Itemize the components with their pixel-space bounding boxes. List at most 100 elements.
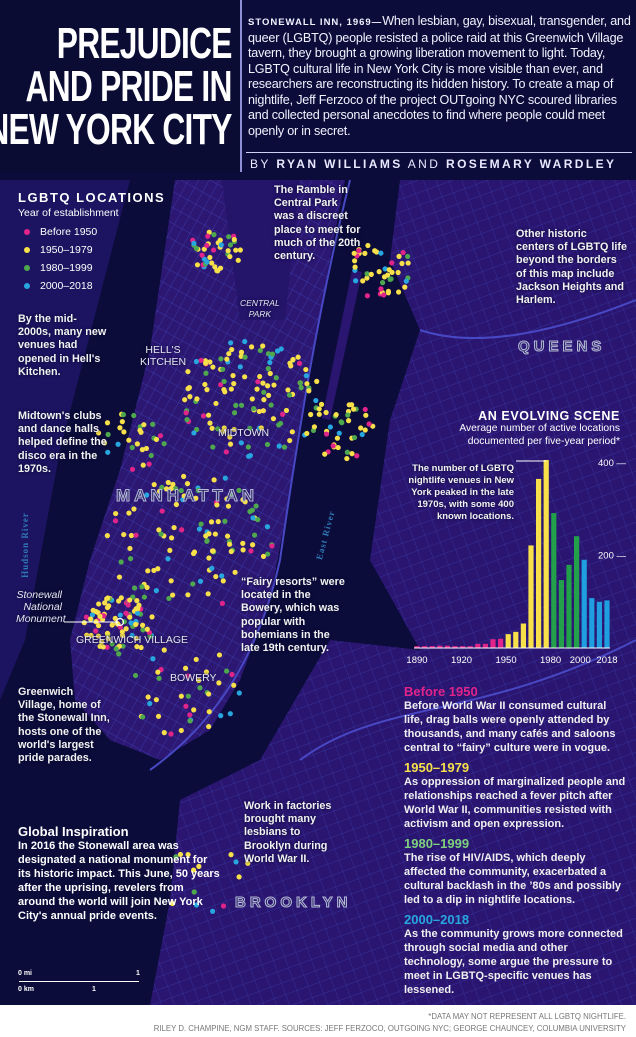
venue-dot bbox=[89, 612, 96, 618]
venue-dot bbox=[190, 550, 197, 557]
venue-dot bbox=[106, 603, 112, 609]
scale-line bbox=[19, 981, 139, 982]
venue-dot bbox=[205, 412, 212, 418]
venue-dot bbox=[222, 475, 228, 481]
chart-bar bbox=[589, 598, 595, 648]
hells-kitchen-note: By the mid-2000s, many new venues had op… bbox=[18, 313, 108, 379]
venue-dot bbox=[207, 254, 213, 261]
hells-kitchen-label: HELL'S KITCHEN bbox=[140, 344, 186, 368]
label-line: National bbox=[23, 601, 62, 613]
venue-dot bbox=[287, 360, 293, 366]
ramble-note: The Ramble in Central Park was a discreet … bbox=[274, 184, 362, 263]
venue-dot bbox=[281, 444, 288, 450]
venue-dot bbox=[153, 436, 160, 443]
venue-dot bbox=[254, 386, 260, 392]
chart-bar bbox=[460, 646, 466, 648]
venue-dot bbox=[190, 581, 196, 587]
note-bold: Bowery bbox=[241, 602, 280, 615]
venue-dot bbox=[240, 540, 246, 546]
x-tick-label: 1980 bbox=[540, 655, 561, 666]
venue-dot bbox=[206, 709, 212, 715]
venue-dot bbox=[225, 248, 231, 254]
venue-dot bbox=[249, 507, 255, 513]
venue-dot bbox=[165, 556, 171, 562]
venue-dot bbox=[153, 697, 159, 703]
nyc-map bbox=[0, 0, 636, 1005]
venue-dot bbox=[364, 275, 370, 281]
era-text: As the community grows more connected th… bbox=[404, 928, 623, 996]
venue-dot bbox=[134, 597, 140, 604]
venue-dot bbox=[171, 524, 177, 531]
venue-dot bbox=[169, 900, 175, 907]
venue-dot bbox=[206, 723, 212, 730]
venue-dot bbox=[196, 526, 203, 532]
venue-dot bbox=[224, 496, 230, 502]
era-title: 1980–1999 bbox=[404, 836, 470, 851]
chart-bar bbox=[604, 600, 610, 648]
venue-dot bbox=[229, 346, 235, 353]
venue-dot bbox=[209, 908, 216, 914]
venue-dot bbox=[247, 425, 253, 431]
era-title: 1950–1979 bbox=[404, 760, 470, 775]
chart-bar bbox=[596, 601, 602, 648]
venue-dot bbox=[201, 246, 207, 252]
venue-dot bbox=[235, 257, 241, 263]
venue-dot bbox=[100, 644, 106, 650]
venue-dot bbox=[121, 531, 127, 538]
venue-dot bbox=[264, 441, 271, 448]
note-text: , home of the Stonewall Inn, hosts one o… bbox=[18, 699, 110, 765]
chart-bar bbox=[566, 564, 572, 648]
venue-dot bbox=[198, 357, 204, 363]
venue-dot bbox=[215, 518, 221, 525]
brooklyn-streets bbox=[150, 640, 636, 1005]
venue-dot bbox=[149, 614, 155, 620]
venue-dot bbox=[194, 396, 200, 402]
venue-dot bbox=[198, 521, 204, 527]
venue-dot bbox=[253, 503, 259, 509]
venue-dot bbox=[185, 673, 191, 679]
venue-dot bbox=[344, 455, 350, 462]
venue-dot bbox=[221, 428, 227, 434]
venue-dot bbox=[245, 860, 251, 866]
venue-dot bbox=[187, 712, 193, 718]
venue-dot bbox=[238, 402, 245, 408]
venue-dot bbox=[233, 859, 239, 865]
venue-dot bbox=[376, 269, 382, 275]
venue-dot bbox=[204, 242, 210, 249]
venue-dot bbox=[362, 406, 368, 413]
venue-dot bbox=[311, 424, 318, 430]
venue-dot bbox=[237, 247, 243, 253]
venue-dot bbox=[83, 614, 89, 620]
venue-dot bbox=[265, 392, 272, 398]
venue-dot bbox=[232, 569, 238, 575]
highway bbox=[299, 639, 636, 761]
venue-dot bbox=[251, 532, 258, 538]
venue-dot bbox=[195, 487, 202, 493]
other-centers-note: Other historic centers of LGBTQ life bey… bbox=[516, 228, 627, 307]
venue-dot bbox=[389, 260, 395, 266]
venue-dot bbox=[128, 532, 135, 539]
venue-dot bbox=[193, 358, 200, 365]
venue-dot bbox=[228, 386, 234, 392]
venue-dot bbox=[131, 506, 137, 512]
venue-dot bbox=[386, 267, 392, 273]
venue-dot bbox=[161, 730, 167, 736]
venue-dot bbox=[278, 346, 284, 352]
venue-dot bbox=[133, 621, 139, 628]
venue-dot bbox=[316, 406, 322, 412]
venue-dot bbox=[268, 402, 274, 408]
venue-dot bbox=[216, 680, 222, 686]
venue-dot bbox=[273, 375, 279, 381]
venue-dot bbox=[285, 387, 291, 393]
venue-dot bbox=[144, 492, 150, 498]
venue-dot bbox=[237, 364, 243, 370]
venue-dot bbox=[117, 612, 123, 618]
venue-dot bbox=[256, 408, 262, 415]
venue-dot bbox=[228, 852, 234, 858]
venue-dot bbox=[150, 656, 156, 662]
venue-dot bbox=[185, 592, 191, 598]
venue-dot bbox=[265, 366, 271, 372]
venue-dot bbox=[157, 433, 164, 439]
venue-dot bbox=[257, 347, 263, 354]
venue-dot bbox=[138, 644, 144, 651]
